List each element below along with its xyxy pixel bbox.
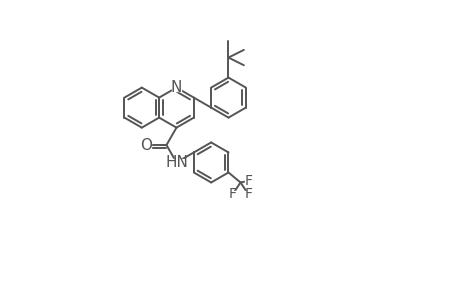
Text: N: N xyxy=(170,80,182,95)
Text: F: F xyxy=(228,188,236,202)
Text: F: F xyxy=(244,174,252,188)
Text: O: O xyxy=(140,137,152,152)
Text: HN: HN xyxy=(165,155,188,170)
Text: F: F xyxy=(244,188,252,202)
